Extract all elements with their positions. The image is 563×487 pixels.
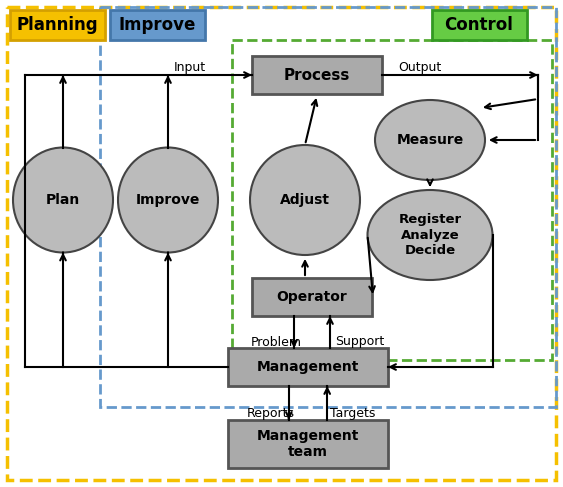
Text: Plan: Plan <box>46 193 80 207</box>
Ellipse shape <box>13 148 113 252</box>
Text: Management: Management <box>257 360 359 374</box>
Bar <box>228 348 388 386</box>
Text: Problem: Problem <box>251 336 302 349</box>
Text: Process: Process <box>284 68 350 82</box>
Text: Control: Control <box>445 16 513 34</box>
Text: Improve: Improve <box>118 16 196 34</box>
Ellipse shape <box>118 148 218 252</box>
Text: Measure: Measure <box>396 133 463 147</box>
Ellipse shape <box>250 145 360 255</box>
Text: Reports: Reports <box>247 407 295 419</box>
Bar <box>432 10 527 40</box>
Bar <box>252 278 372 316</box>
Bar <box>100 7 556 407</box>
Text: Improve: Improve <box>136 193 200 207</box>
Text: Operator: Operator <box>276 290 347 304</box>
Bar <box>252 56 382 94</box>
Bar <box>232 40 552 360</box>
Text: Targets: Targets <box>329 407 375 419</box>
Bar <box>110 10 205 40</box>
Text: Register
Analyze
Decide: Register Analyze Decide <box>399 213 462 257</box>
Text: Support: Support <box>336 336 385 349</box>
Text: Input: Input <box>174 60 206 74</box>
Ellipse shape <box>375 100 485 180</box>
Text: Planning: Planning <box>16 16 98 34</box>
Bar <box>10 10 105 40</box>
Ellipse shape <box>368 190 493 280</box>
Text: Management
team: Management team <box>257 429 359 459</box>
Text: Adjust: Adjust <box>280 193 330 207</box>
Text: Output: Output <box>399 60 441 74</box>
Bar <box>228 420 388 468</box>
